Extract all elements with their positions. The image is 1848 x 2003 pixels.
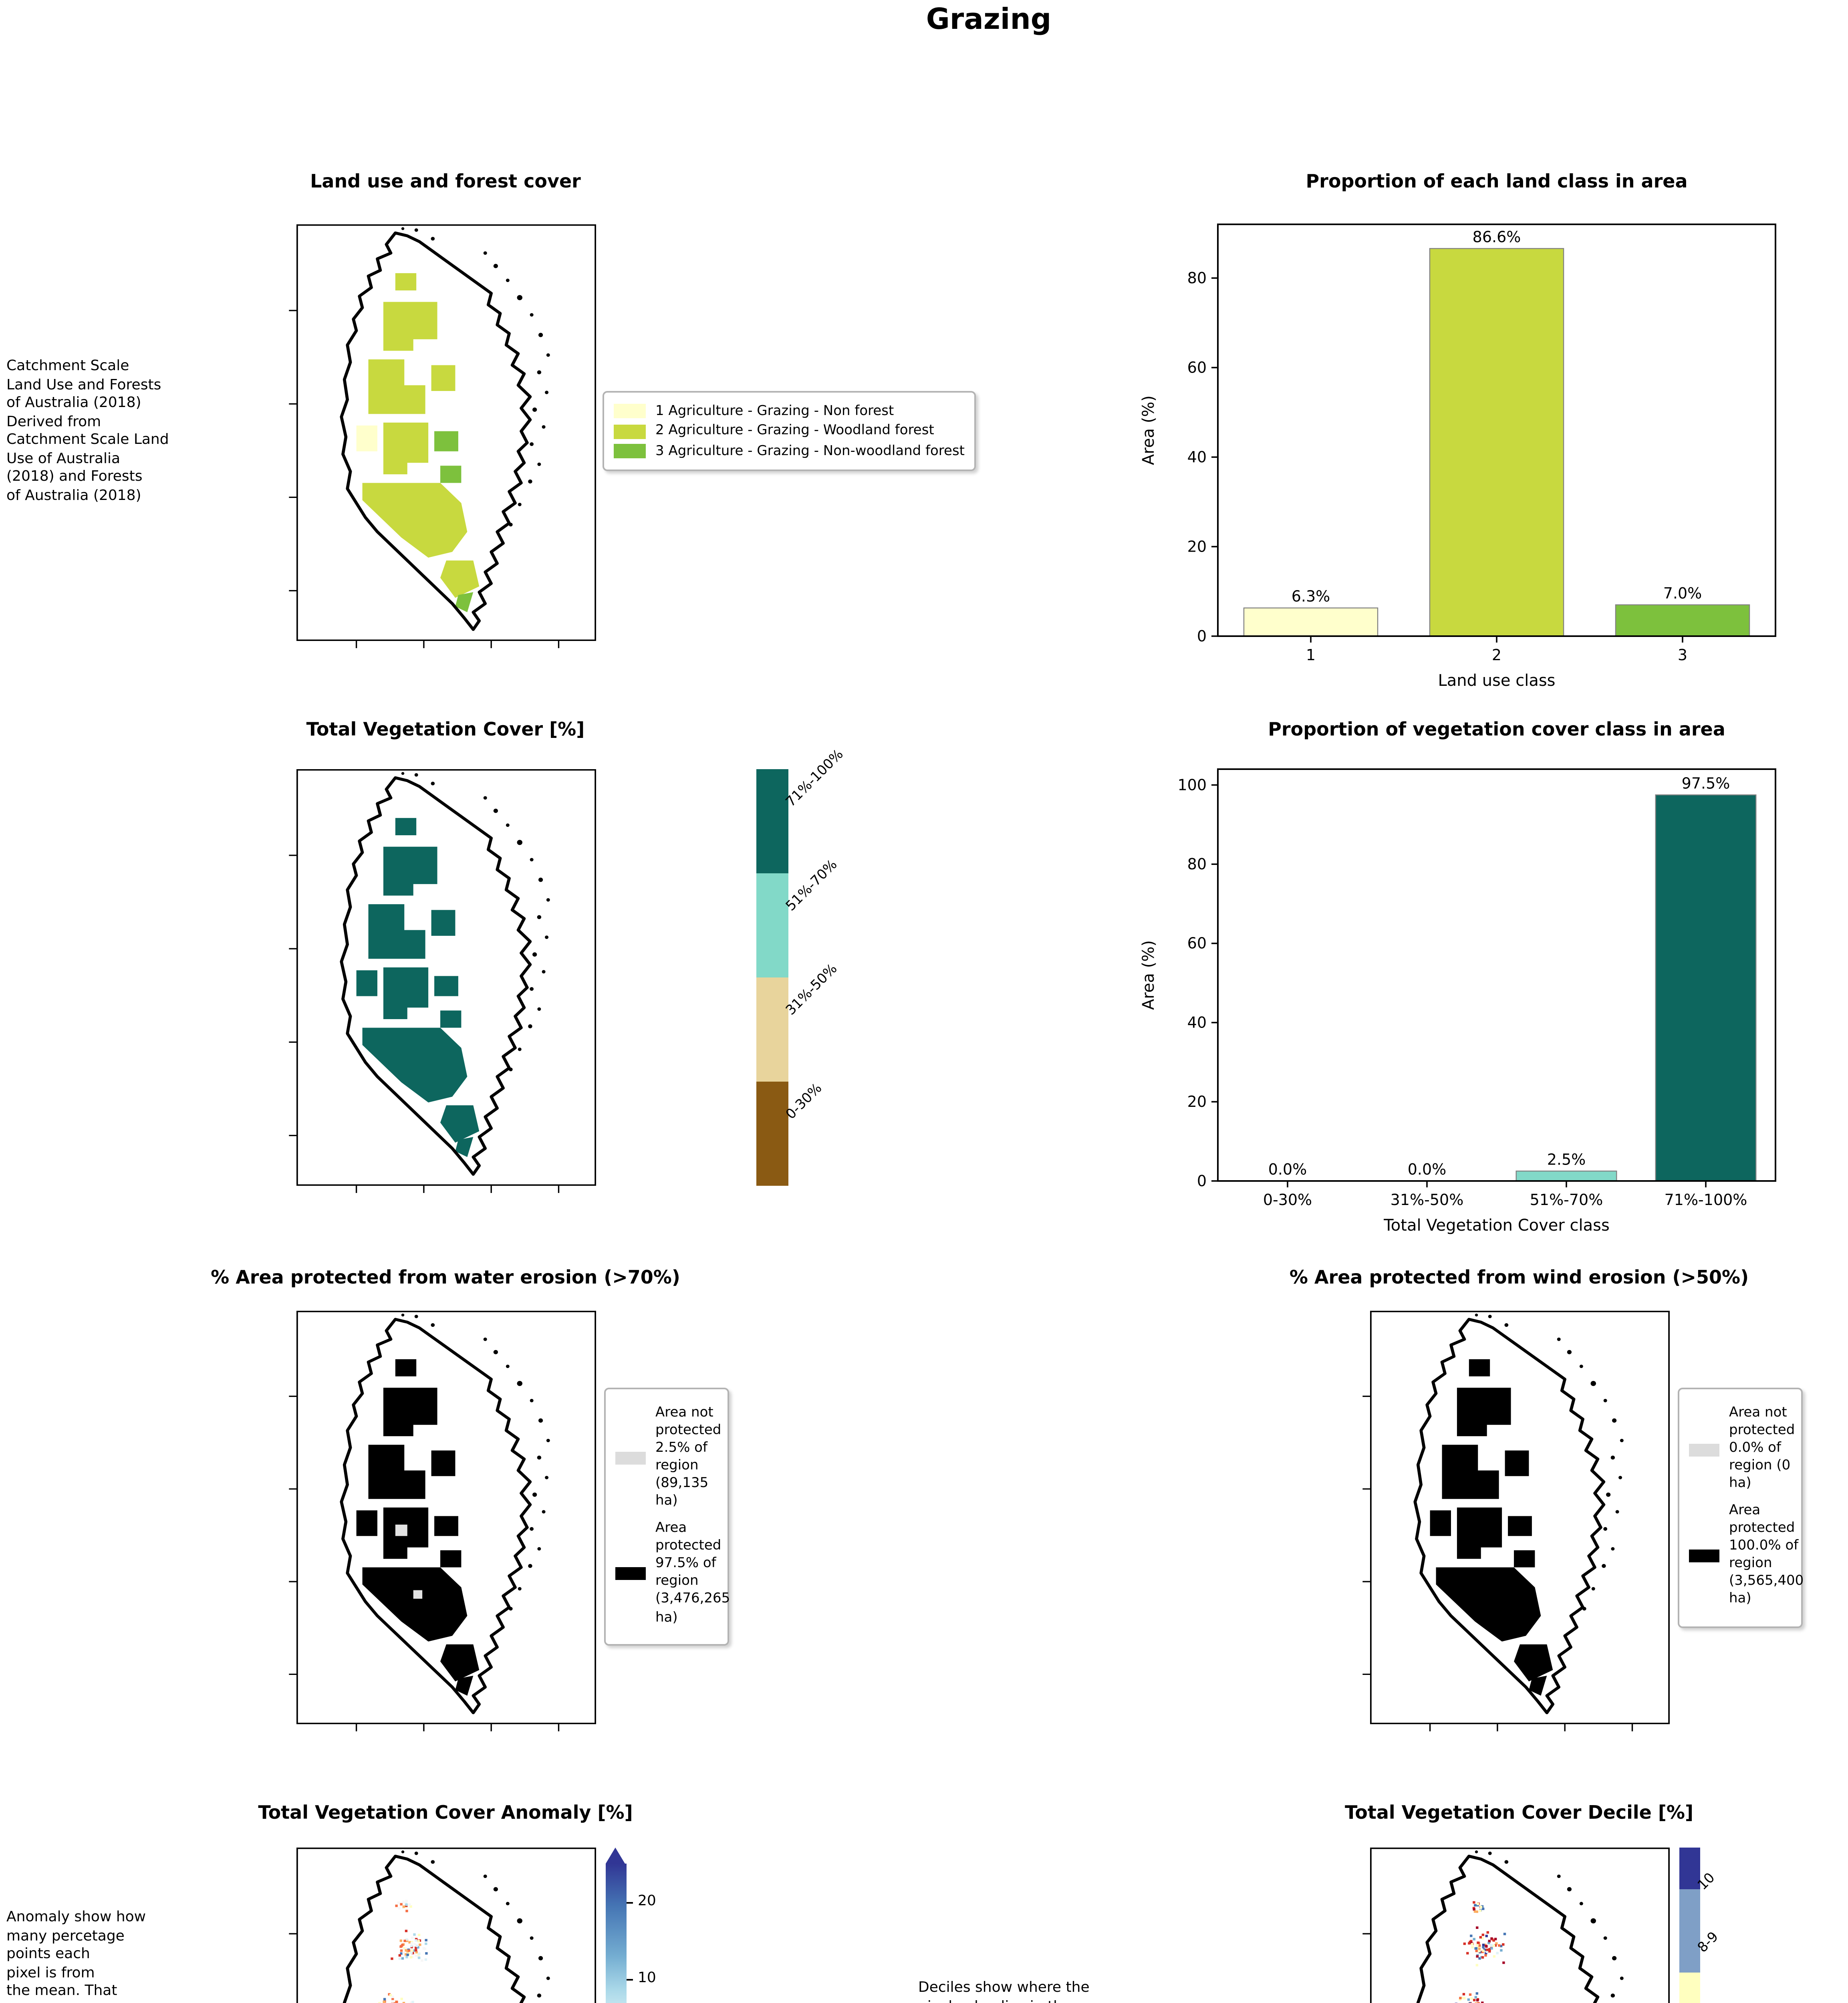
wind-erosion-map [1362, 1311, 1670, 1731]
veg-cover-map-title: Total Vegetation Cover [%] [306, 718, 585, 740]
colorbar-segment [1679, 1889, 1700, 1973]
colorbar-segment [756, 769, 788, 873]
svg-text:6.3%: 6.3% [1292, 588, 1330, 605]
svg-text:40: 40 [1187, 1014, 1207, 1031]
svg-text:80: 80 [1187, 269, 1207, 287]
land-class-chart-title: Proportion of each land class in area [1306, 170, 1688, 192]
colorbar-tick [627, 1979, 633, 1981]
legend-swatch [615, 1452, 646, 1465]
svg-text:31%-50%: 31%-50% [1391, 1191, 1464, 1209]
veg-class-bar-chart: 0 20 40 60 80 100 0.0% 0-30% 0.0% 31%-50% 2.5% 51%-… [1139, 768, 1776, 1235]
decile-caption: Deciles show where the pixel value lies … [918, 1981, 1090, 2003]
legend-swatch [615, 1568, 646, 1581]
svg-text:60: 60 [1187, 359, 1207, 376]
legend-item: Area not protected 2.5% of region (89,13… [615, 1405, 721, 1511]
legend-label: 2 Agriculture - Grazing - Woodland fores… [655, 423, 934, 439]
land-use-caption: Catchment Scale Land Use and Forests of … [6, 359, 169, 504]
svg-text:0-30%: 0-30% [1263, 1191, 1312, 1209]
legend-label: 1 Agriculture - Grazing - Non forest [655, 403, 894, 419]
svg-text:0.0%: 0.0% [1268, 1161, 1307, 1178]
legend-swatch [614, 424, 646, 438]
colorbar-label: 31%-50% [783, 961, 841, 1019]
legend-swatch [1689, 1550, 1719, 1563]
legend-label: Area protected 100.0% of region (3,565,4… [1729, 1503, 1804, 1608]
svg-text:7.0%: 7.0% [1663, 584, 1702, 602]
wind-erosion-legend: Area not protected 0.0% of region (0 ha)… [1678, 1388, 1804, 1628]
decile-colorbar: 108-94-72-31 [1679, 1848, 1722, 2003]
svg-text:97.5%: 97.5% [1682, 774, 1730, 792]
svg-text:Area (%): Area (%) [1139, 940, 1158, 1010]
legend-item: Area not protected 0.0% of region (0 ha) [1689, 1405, 1795, 1494]
colorbar-segment [1679, 1848, 1700, 1889]
svg-text:20: 20 [1187, 538, 1207, 555]
anomaly-map [289, 1848, 596, 2003]
decile-map-title: Total Vegetation Cover Decile [%] [1344, 1801, 1694, 1824]
colorbar-tick-label: 10 [638, 1971, 656, 1987]
legend-label: Area protected 97.5% of region (3,476,26… [655, 1521, 730, 1626]
colorbar-segment [756, 977, 788, 1082]
veg-cover-map [289, 769, 596, 1193]
legend-label: Area not protected 2.5% of region (89,13… [655, 1405, 721, 1510]
svg-text:0: 0 [1197, 1172, 1207, 1190]
legend-item: Area protected 97.5% of region (3,476,26… [615, 1521, 730, 1627]
svg-text:2.5%: 2.5% [1547, 1151, 1586, 1168]
decile-map [1362, 1848, 1670, 2003]
anomaly-caption: Anomaly show how many percetage points e… [6, 1910, 146, 2003]
svg-text:0: 0 [1197, 627, 1207, 645]
water-erosion-map [289, 1311, 596, 1731]
land-use-map-title: Land use and forest cover [310, 170, 581, 192]
svg-text:Land use class: Land use class [1438, 671, 1555, 690]
svg-text:3: 3 [1678, 646, 1687, 664]
legend-label: Area not protected 0.0% of region (0 ha) [1729, 1405, 1795, 1492]
colorbar-segment [1679, 1973, 1700, 2003]
colorbar-label: 71%-100% [783, 747, 847, 811]
svg-text:60: 60 [1187, 935, 1207, 952]
legend-item: 3 Agriculture - Grazing - Non-woodland f… [614, 443, 965, 459]
legend-item: Area protected 100.0% of region (3,565,4… [1689, 1503, 1804, 1610]
svg-text:Area (%): Area (%) [1139, 395, 1158, 465]
svg-text:0.0%: 0.0% [1408, 1161, 1447, 1178]
svg-text:2: 2 [1492, 646, 1501, 664]
svg-text:80: 80 [1187, 855, 1207, 873]
land-use-legend: 1 Agriculture - Grazing - Non forest 2 Ag… [603, 391, 976, 471]
svg-text:71%-100%: 71%-100% [1665, 1191, 1747, 1209]
colorbar-label: 0-30% [783, 1081, 826, 1123]
svg-text:40: 40 [1187, 448, 1207, 466]
water-erosion-legend: Area not protected 2.5% of region (89,13… [604, 1388, 730, 1645]
colorbar-arrow-up [606, 1848, 625, 1864]
legend-swatch [614, 404, 646, 418]
page-title: Grazing [926, 3, 1052, 37]
wind-erosion-map-title: % Area protected from wind erosion (>50%… [1289, 1266, 1749, 1288]
svg-text:Total Vegetation Cover class: Total Vegetation Cover class [1383, 1216, 1610, 1235]
land-use-map [289, 224, 596, 648]
land-class-bar-chart: 0 20 40 60 80 6.3% 1 86.6% 2 7.0% 3 Land use class A… [1139, 224, 1776, 690]
svg-text:100: 100 [1177, 776, 1207, 794]
colorbar-label: 51%-70% [783, 857, 841, 915]
legend-label: 3 Agriculture - Grazing - Non-woodland f… [655, 443, 965, 459]
svg-text:86.6%: 86.6% [1473, 228, 1521, 246]
legend-swatch [1689, 1443, 1719, 1456]
veg-class-chart-title: Proportion of vegetation cover class in … [1268, 718, 1725, 740]
anomaly-colorbar: 20100−10−20 [606, 1848, 656, 2003]
colorbar-segment [756, 1082, 788, 1186]
legend-item: 2 Agriculture - Grazing - Woodland fores… [614, 423, 965, 439]
anomaly-map-title: Total Vegetation Cover Anomaly [%] [258, 1801, 633, 1824]
svg-text:51%-70%: 51%-70% [1530, 1191, 1603, 1209]
legend-swatch [614, 444, 646, 458]
colorbar-tick-label: 20 [638, 1894, 656, 1910]
legend-item: 1 Agriculture - Grazing - Non forest [614, 403, 965, 419]
veg-cover-colorbar: 71%-100% 51%-70% 31%-50% 0-30% [756, 747, 847, 1186]
colorbar-tick [627, 1902, 633, 1904]
colorbar-gradient [606, 1864, 627, 2003]
svg-text:1: 1 [1306, 646, 1316, 664]
colorbar-segment [756, 873, 788, 977]
svg-text:20: 20 [1187, 1093, 1207, 1110]
water-erosion-map-title: % Area protected from water erosion (>70… [211, 1266, 680, 1288]
